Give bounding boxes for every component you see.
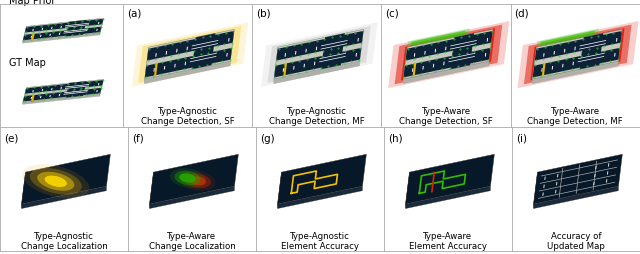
- Polygon shape: [532, 49, 620, 78]
- Text: (h): (h): [388, 133, 403, 143]
- Polygon shape: [274, 30, 364, 80]
- Polygon shape: [150, 186, 234, 209]
- Polygon shape: [388, 22, 509, 89]
- Polygon shape: [23, 27, 26, 44]
- Polygon shape: [23, 95, 100, 105]
- Ellipse shape: [170, 168, 205, 188]
- Text: Type-Agnostic
Change Detection, SF: Type-Agnostic Change Detection, SF: [141, 106, 234, 126]
- Polygon shape: [145, 48, 148, 84]
- Polygon shape: [278, 155, 366, 204]
- Polygon shape: [451, 34, 474, 70]
- Ellipse shape: [29, 168, 82, 195]
- Polygon shape: [150, 172, 154, 209]
- Polygon shape: [23, 80, 104, 103]
- Ellipse shape: [185, 174, 211, 188]
- Text: (i): (i): [516, 133, 527, 143]
- Polygon shape: [580, 34, 604, 70]
- Polygon shape: [534, 172, 538, 209]
- Polygon shape: [406, 186, 490, 209]
- Polygon shape: [22, 155, 110, 204]
- Polygon shape: [532, 48, 536, 84]
- Ellipse shape: [189, 177, 206, 186]
- Ellipse shape: [45, 176, 67, 187]
- Text: (e): (e): [4, 133, 18, 143]
- Polygon shape: [192, 34, 216, 70]
- Polygon shape: [532, 30, 622, 80]
- Polygon shape: [22, 186, 106, 209]
- Polygon shape: [23, 88, 102, 102]
- Text: Map Prior: Map Prior: [9, 0, 56, 6]
- Text: GT Map: GT Map: [9, 57, 46, 67]
- Polygon shape: [132, 23, 248, 88]
- Text: (d): (d): [515, 9, 529, 19]
- Polygon shape: [531, 29, 625, 81]
- Text: Type-Aware
Change Detection, SF: Type-Aware Change Detection, SF: [399, 106, 493, 126]
- Polygon shape: [65, 82, 86, 98]
- Polygon shape: [535, 32, 622, 61]
- Polygon shape: [321, 34, 345, 70]
- Text: Type-Agnostic
Change Localization: Type-Agnostic Change Localization: [20, 231, 108, 250]
- Polygon shape: [406, 172, 410, 209]
- Polygon shape: [403, 30, 493, 80]
- Text: Type-Agnostic
Change Detection, MF: Type-Agnostic Change Detection, MF: [269, 106, 365, 126]
- Polygon shape: [532, 62, 618, 84]
- Polygon shape: [138, 27, 241, 84]
- Polygon shape: [405, 29, 470, 65]
- Polygon shape: [150, 155, 238, 204]
- Polygon shape: [276, 32, 364, 61]
- Text: Type-Agnostic
Element Accuracy: Type-Agnostic Element Accuracy: [281, 231, 359, 250]
- Polygon shape: [147, 32, 234, 61]
- Polygon shape: [409, 31, 465, 62]
- Polygon shape: [403, 48, 407, 84]
- Polygon shape: [395, 25, 502, 85]
- Polygon shape: [538, 31, 595, 62]
- Polygon shape: [534, 29, 599, 65]
- Polygon shape: [145, 49, 232, 78]
- Polygon shape: [524, 25, 632, 85]
- Polygon shape: [406, 155, 494, 204]
- Text: Type-Aware
Change Localization: Type-Aware Change Localization: [148, 231, 236, 250]
- Polygon shape: [145, 62, 230, 84]
- Ellipse shape: [179, 174, 196, 183]
- Polygon shape: [22, 172, 26, 209]
- Text: (c): (c): [385, 9, 399, 19]
- Polygon shape: [65, 21, 86, 37]
- Polygon shape: [534, 186, 618, 209]
- Ellipse shape: [22, 165, 89, 199]
- Text: Type-Aware
Change Detection, MF: Type-Aware Change Detection, MF: [527, 106, 623, 126]
- Polygon shape: [145, 30, 234, 80]
- Polygon shape: [278, 172, 282, 209]
- Text: (a): (a): [127, 9, 141, 19]
- Polygon shape: [23, 27, 102, 41]
- Ellipse shape: [37, 172, 74, 191]
- Ellipse shape: [175, 171, 200, 186]
- Polygon shape: [25, 20, 104, 33]
- Polygon shape: [274, 62, 360, 84]
- Polygon shape: [274, 49, 362, 78]
- Polygon shape: [23, 34, 100, 44]
- Polygon shape: [403, 62, 489, 84]
- Polygon shape: [25, 81, 104, 94]
- Polygon shape: [274, 48, 278, 84]
- Text: (b): (b): [256, 9, 271, 19]
- Polygon shape: [268, 27, 371, 84]
- Polygon shape: [274, 30, 364, 80]
- Text: (f): (f): [132, 133, 143, 143]
- Polygon shape: [518, 22, 639, 89]
- Ellipse shape: [180, 171, 216, 191]
- Text: (g): (g): [260, 133, 275, 143]
- Text: Type-Aware
Element Accuracy: Type-Aware Element Accuracy: [409, 231, 487, 250]
- Polygon shape: [145, 30, 234, 80]
- Polygon shape: [403, 49, 491, 78]
- Text: Accuracy of
Updated Map: Accuracy of Updated Map: [547, 231, 605, 250]
- Polygon shape: [534, 155, 622, 204]
- Polygon shape: [23, 88, 26, 105]
- Polygon shape: [406, 32, 493, 61]
- Polygon shape: [401, 29, 495, 81]
- Polygon shape: [278, 186, 362, 209]
- Polygon shape: [23, 19, 104, 42]
- Polygon shape: [261, 23, 378, 88]
